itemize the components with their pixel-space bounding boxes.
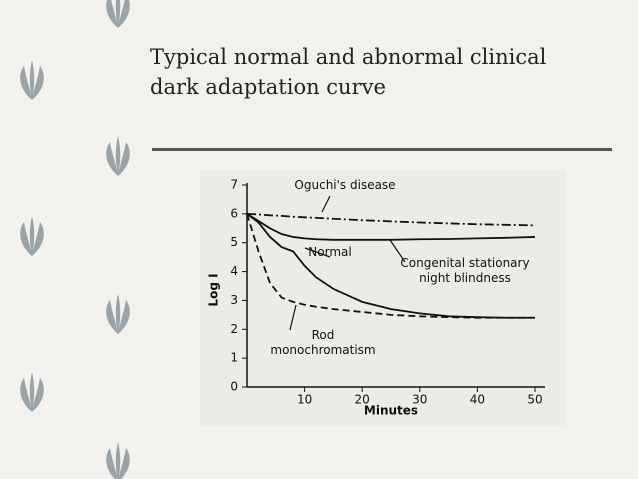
leaf-decorations [20,0,130,479]
line-series [246,213,536,241]
y-tick-label: 1 [230,351,238,365]
y-tick-label: 0 [230,380,238,394]
line-series [246,212,536,227]
x-tick-label: 40 [470,393,485,407]
line-series [246,213,535,319]
title-rule [152,148,612,151]
leader-arrows [289,195,406,331]
y-axis-label: Log I [207,273,221,306]
series-label-box: Oguchi's disease [294,178,396,192]
y-tick-label: 7 [230,178,238,192]
x-tick-label: 50 [527,393,542,407]
x-axis-label: Minutes [364,404,418,418]
plot: 0 1 2 3 4 5 6 7 10 20 30 40 50 Minutes Log I Oguchi's d… [207,178,545,418]
title-box: Typical normal and abnormal clinical dar… [150,45,547,99]
series-label-box: Rod monochromatism [270,328,376,357]
series-label: Congenital stationary night blindness [400,256,530,285]
y-tick-label: 2 [230,322,238,336]
chart-panel [200,170,566,426]
y-tick-label: 3 [230,293,238,307]
series-label: Rod monochromatism [270,328,376,357]
x-tick-label: 30 [412,393,427,407]
x-tick-label: 10 [297,393,312,407]
series-label-box: Normal [308,245,352,259]
slide-title: Typical normal and abnormal clinical dar… [150,45,547,99]
y-tick-label: 4 [230,264,238,278]
y-tick-label: 6 [230,206,238,220]
series-label-box: Congenital stationary night blindness [400,256,530,285]
x-tick-label: 20 [355,393,370,407]
series-label: Normal [308,245,352,259]
series-label: Oguchi's disease [294,178,396,192]
y-tick-label: 5 [230,235,238,249]
